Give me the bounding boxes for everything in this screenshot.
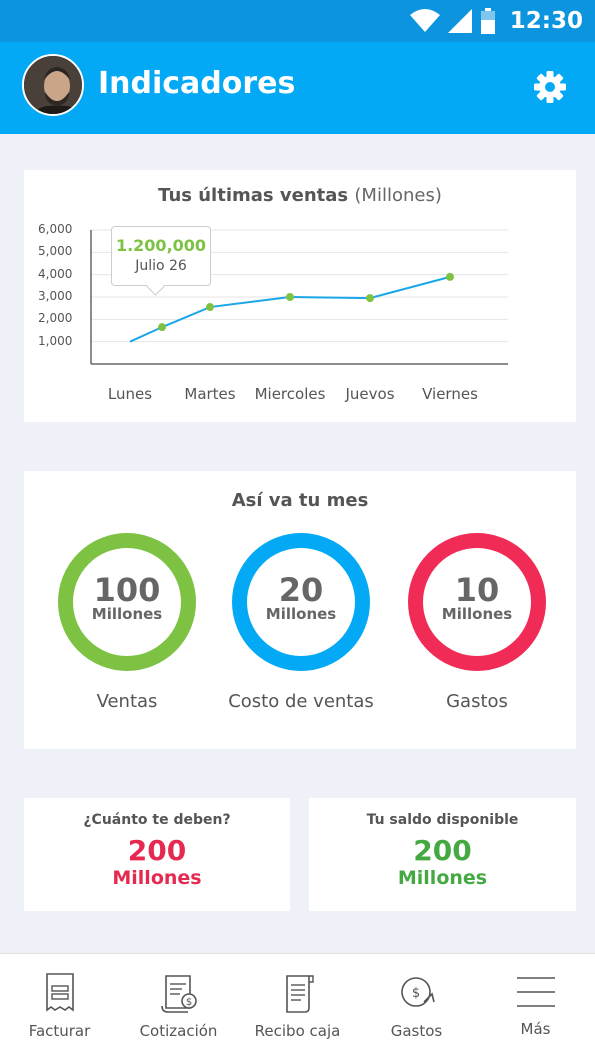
- status-icons: 12:30: [409, 6, 583, 36]
- gear-icon[interactable]: [533, 70, 567, 104]
- nav-item-cotizacion[interactable]: $ Cotización: [119, 954, 238, 1057]
- page-title: Indicadores: [98, 66, 296, 101]
- invoice-icon: [46, 973, 74, 1012]
- x-tick-label: Miercoles: [254, 385, 326, 403]
- cost-of-sales-ring-unit: Millones: [265, 605, 337, 623]
- sales-ring-value: 100: [93, 571, 161, 609]
- sales-chart-title-text: Tus últimas ventas: [158, 185, 349, 206]
- avatar[interactable]: [22, 54, 84, 116]
- cost-of-sales-ring-label: Costo de ventas: [228, 691, 374, 712]
- x-tick-label: Juevos: [345, 385, 395, 403]
- expenses-ring-unit: Millones: [441, 605, 513, 623]
- menu-icon: [517, 977, 555, 1007]
- expenses-ring[interactable]: 10 Millones: [408, 533, 546, 671]
- receivables-unit: Millones: [112, 867, 202, 889]
- y-tick-label: 1,000: [38, 333, 73, 348]
- x-tick-label: Martes: [184, 385, 236, 403]
- y-tick-label: 2,000: [38, 311, 73, 326]
- status-time: 12:30: [509, 8, 583, 34]
- sales-chart-title: Tus últimas ventas (Millones): [24, 185, 576, 206]
- tooltip-value: 1.200,000: [115, 236, 207, 255]
- tooltip-date: Julio 26: [135, 258, 187, 274]
- x-tick-label: Viernes: [422, 385, 478, 403]
- nav-item-recibo-caja[interactable]: Recibo caja: [238, 954, 357, 1057]
- nav-label-cotizacion: Cotización: [139, 1022, 218, 1040]
- expenses-ring-value: 10: [454, 571, 500, 609]
- sales-chart-title-unit: (Millones): [354, 185, 442, 206]
- signal-icon: [447, 9, 472, 33]
- sales-data-point[interactable]: [286, 293, 294, 301]
- nav-item-facturar[interactable]: Facturar: [0, 954, 119, 1057]
- nav-label-mas: Más: [520, 1020, 551, 1038]
- status-bar: 12:30: [0, 0, 595, 42]
- bottom-navigation: Facturar $ Cotización Recibo caja $: [0, 953, 595, 1057]
- quote-icon: $: [161, 975, 197, 1013]
- y-tick-label: 5,000: [38, 244, 73, 259]
- balance-unit: Millones: [397, 867, 488, 889]
- receipt-icon: [286, 975, 314, 1013]
- month-summary-title: Así va tu mes: [231, 490, 369, 511]
- receivables-title: ¿Cuánto te deben?: [83, 812, 231, 828]
- profile-photo-icon: [24, 56, 82, 114]
- sales-ring-unit: Millones: [91, 605, 163, 623]
- month-summary-card: Así va tu mes 100 Millones Ventas 20 Mil…: [24, 471, 576, 749]
- y-tick-label: 6,000: [38, 222, 73, 236]
- nav-label-gastos: Gastos: [390, 1022, 443, 1040]
- sales-data-point[interactable]: [366, 294, 374, 303]
- x-tick-label: Lunes: [107, 385, 153, 403]
- nav-item-gastos[interactable]: $ Gastos: [357, 954, 476, 1057]
- expenses-icon: $: [401, 977, 435, 1007]
- balance-card[interactable]: Tu saldo disponible 200 Millones: [309, 798, 576, 911]
- sales-ring[interactable]: 100 Millones: [58, 533, 196, 671]
- app-bar: Indicadores: [0, 42, 595, 134]
- cost-of-sales-ring-value: 20: [278, 571, 324, 609]
- sales-data-point[interactable]: [206, 303, 214, 312]
- svg-text:$: $: [186, 997, 192, 1008]
- sales-chart-card: Tus últimas ventas (Millones) 6,000 5,000…: [24, 170, 576, 422]
- receivables-card[interactable]: ¿Cuánto te deben? 200 Millones: [24, 798, 290, 911]
- balance-title: Tu saldo disponible: [366, 812, 519, 828]
- expenses-ring-label: Gastos: [446, 691, 508, 712]
- nav-label-recibo-caja: Recibo caja: [254, 1022, 341, 1040]
- y-tick-label: 3,000: [38, 289, 73, 303]
- chart-tooltip: 1.200,000 Julio 26: [111, 226, 211, 286]
- battery-icon: [480, 8, 495, 34]
- sales-data-point[interactable]: [158, 323, 166, 332]
- y-tick-label: 4,000: [38, 266, 73, 281]
- sales-series-line: [129, 275, 451, 343]
- wifi-icon: [409, 9, 440, 32]
- balance-value: 200: [413, 834, 472, 867]
- nav-label-facturar: Facturar: [28, 1022, 91, 1040]
- svg-text:$: $: [412, 986, 420, 1001]
- receivables-value: 200: [127, 834, 187, 867]
- nav-item-mas[interactable]: Más: [476, 954, 595, 1057]
- sales-data-point[interactable]: [446, 272, 454, 281]
- cost-of-sales-ring[interactable]: 20 Millones: [232, 533, 370, 671]
- sales-ring-label: Ventas: [96, 691, 158, 712]
